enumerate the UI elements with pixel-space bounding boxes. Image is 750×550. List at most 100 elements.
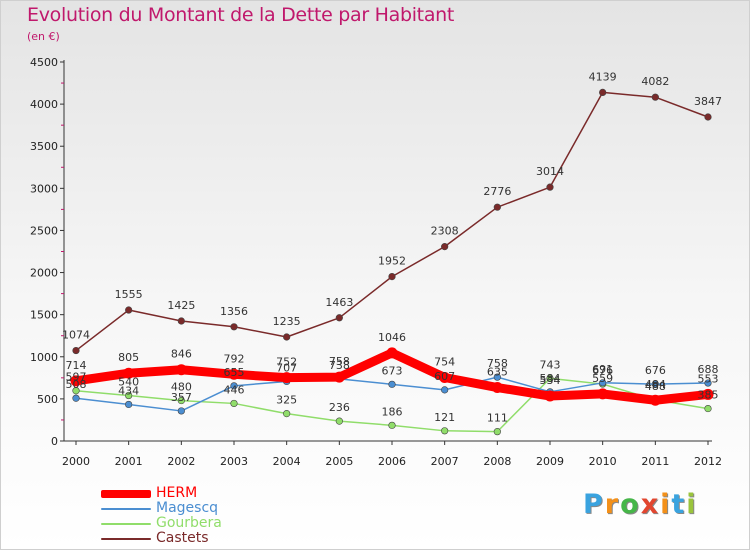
data-point-magescq (441, 386, 449, 394)
data-label-gourbera: 446 (224, 383, 245, 396)
data-point-gourbera (283, 410, 291, 418)
logo-letter: o (620, 489, 641, 520)
data-point-herm (228, 368, 240, 380)
data-label-magescq: 758 (487, 357, 508, 370)
data-point-magescq (72, 394, 80, 402)
data-point-magescq (599, 379, 607, 387)
data-label-magescq: 584 (540, 372, 561, 385)
data-label-herm: 553 (698, 372, 719, 385)
data-label-gourbera: 540 (118, 376, 139, 389)
data-label-herm: 1046 (378, 331, 406, 344)
data-label-castets: 3847 (694, 95, 722, 108)
logo-letter: i (686, 489, 698, 520)
data-point-gourbera (125, 391, 133, 400)
data-point-castets (651, 93, 659, 101)
data-point-gourbera (72, 387, 80, 395)
x-tick-label: 2009 (536, 455, 564, 468)
legend-swatch-gourbera (101, 523, 151, 525)
axes: 0 500 1000 1500 2000 2500 3000 3500 4000 4500 2000… (30, 56, 722, 468)
data-label-gourbera: 597 (66, 371, 87, 384)
data-label-castets: 1356 (220, 305, 248, 318)
x-tick-label: 2011 (641, 455, 669, 468)
data-label-magescq: 673 (382, 364, 403, 377)
data-label-gourbera: 743 (540, 358, 561, 371)
x-tick-label: 2010 (589, 455, 617, 468)
data-label-magescq: 508 (66, 378, 87, 391)
data-label-herm: 754 (434, 355, 455, 368)
data-point-herm (491, 382, 503, 394)
data-point-herm (439, 371, 451, 383)
data-label-castets: 4082 (641, 75, 669, 88)
y-tick-label: 2500 (30, 224, 58, 237)
data-point-gourbera (493, 428, 501, 436)
data-label-castets: 4139 (589, 70, 617, 83)
data-point-gourbera (546, 374, 554, 383)
data-point-herm (597, 388, 609, 400)
data-label-gourbera: 676 (592, 364, 613, 377)
x-tick-label: 2002 (167, 455, 195, 468)
data-label-magescq: 357 (171, 391, 192, 404)
data-label-castets: 3014 (536, 165, 564, 178)
logo-letter: t (671, 489, 687, 520)
data-point-castets (493, 203, 501, 211)
data-label-herm: 714 (66, 359, 87, 372)
data-point-castets (72, 346, 80, 355)
chart-title: Evolution du Montant de la Dette par Hab… (27, 4, 455, 26)
data-label-herm: 805 (118, 351, 139, 364)
data-point-castets (283, 333, 291, 341)
data-point-gourbera (441, 427, 449, 435)
data-label-herm: 635 (487, 366, 508, 379)
data-label-herm: 559 (592, 372, 613, 385)
data-label-castets: 1463 (325, 296, 353, 309)
data-label-gourbera: 325 (276, 394, 297, 407)
y-tick-label: 3000 (30, 182, 58, 195)
logo-letter: x (640, 489, 661, 520)
data-label-castets: 1555 (115, 288, 143, 301)
legend-swatch-magescq (101, 508, 151, 510)
data-label-castets: 1425 (167, 299, 195, 312)
data-label-herm: 846 (171, 348, 192, 361)
data-point-castets (230, 323, 238, 331)
x-tick-label: 2001 (115, 455, 143, 468)
data-point-castets (335, 314, 343, 322)
data-label-magescq: 707 (276, 361, 297, 374)
data-label-magescq: 688 (698, 363, 719, 376)
data-point-herm (544, 390, 556, 402)
data-point-herm (123, 367, 135, 379)
data-point-gourbera (177, 396, 185, 405)
legend-label-herm: HERM (156, 485, 198, 501)
y-tick-label: 1000 (30, 351, 58, 364)
legend: HERM Magescq Gourbera Castets (101, 486, 361, 546)
data-point-gourbera (388, 421, 396, 429)
data-point-castets (388, 272, 396, 281)
legend-label-magescq: Magescq (156, 500, 219, 516)
data-point-herm (281, 372, 293, 384)
data-point-castets (177, 317, 185, 325)
data-label-castets: 2308 (431, 225, 459, 238)
legend-item-castets: Castets (101, 531, 361, 546)
legend-item-herm: HERM (101, 486, 361, 501)
chart-unit: (en €) (27, 30, 60, 43)
data-label-herm: 534 (540, 374, 561, 387)
data-label-castets: 1074 (62, 329, 90, 342)
y-tick-label: 2000 (30, 267, 58, 280)
data-point-castets (704, 113, 712, 121)
data-label-herm: 484 (645, 378, 666, 391)
data-point-herm (175, 364, 187, 376)
data-point-magescq (230, 382, 238, 390)
logo-letter: i (660, 489, 672, 520)
data-point-gourbera (230, 399, 238, 408)
data-label-herm: 752 (276, 356, 297, 369)
data-label-magescq: 691 (592, 363, 613, 376)
x-tick-label: 2006 (378, 455, 406, 468)
data-label-castets: 1952 (378, 255, 406, 268)
data-label-magescq: 434 (118, 384, 139, 397)
proxiti-logo: Proxiti (583, 489, 698, 520)
data-labels: 1074 1555 1425 1356 1235 1463 1952 2308 2776 3014… (62, 70, 722, 424)
data-label-gourbera: 385 (698, 389, 719, 402)
legend-swatch-castets (101, 538, 151, 540)
legend-label-castets: Castets (156, 530, 209, 546)
data-point-herm (70, 375, 82, 387)
x-tick-label: 2000 (62, 455, 90, 468)
